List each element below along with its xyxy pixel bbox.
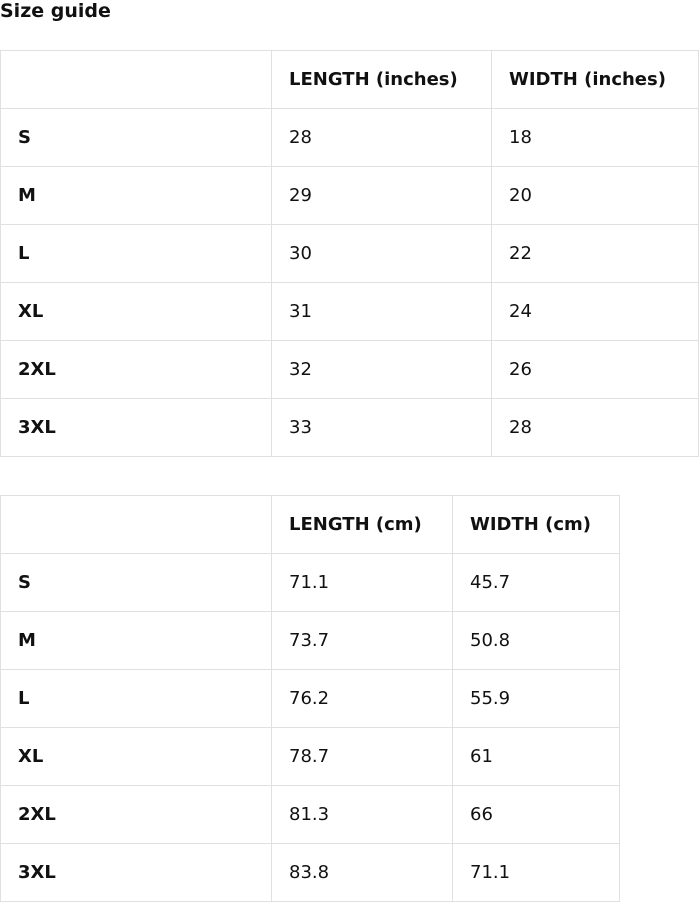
length-cell: 31 (271, 282, 492, 341)
size-table-cm: LENGTH (cm) WIDTH (cm) S 71.1 45.7 M 73.7 50.… (0, 495, 620, 902)
table-row: S 28 18 (0, 108, 699, 167)
table-row: L 30 22 (0, 224, 699, 283)
table-row: 3XL 33 28 (0, 398, 699, 457)
length-cell: 33 (271, 398, 492, 457)
table-row: M 73.7 50.8 (0, 611, 620, 670)
size-cell: M (0, 611, 272, 670)
width-cell: 55.9 (452, 669, 620, 728)
length-cell: 76.2 (271, 669, 453, 728)
width-cell: 45.7 (452, 553, 620, 612)
size-cell: S (0, 108, 272, 167)
size-cell: 3XL (0, 843, 272, 902)
size-cell: 3XL (0, 398, 272, 457)
table-row: 2XL 32 26 (0, 340, 699, 399)
width-cell: 18 (491, 108, 699, 167)
table-row: 3XL 83.8 71.1 (0, 843, 620, 902)
page-title: Size guide (0, 0, 111, 22)
size-cell: S (0, 553, 272, 612)
width-cell: 28 (491, 398, 699, 457)
header-size (0, 50, 272, 109)
length-cell: 32 (271, 340, 492, 399)
length-cell: 71.1 (271, 553, 453, 612)
table-row: S 71.1 45.7 (0, 553, 620, 612)
width-cell: 61 (452, 727, 620, 786)
length-cell: 29 (271, 166, 492, 225)
table-header-row: LENGTH (inches) WIDTH (inches) (0, 50, 699, 109)
size-cell: M (0, 166, 272, 225)
width-cell: 71.1 (452, 843, 620, 902)
length-cell: 78.7 (271, 727, 453, 786)
width-cell: 26 (491, 340, 699, 399)
table-row: M 29 20 (0, 166, 699, 225)
table-row: L 76.2 55.9 (0, 669, 620, 728)
table-row: XL 31 24 (0, 282, 699, 341)
header-length: LENGTH (inches) (271, 50, 492, 109)
length-cell: 81.3 (271, 785, 453, 844)
header-size (0, 495, 272, 554)
size-cell: 2XL (0, 340, 272, 399)
length-cell: 73.7 (271, 611, 453, 670)
size-cell: XL (0, 282, 272, 341)
size-cell: L (0, 224, 272, 283)
width-cell: 24 (491, 282, 699, 341)
size-cell: XL (0, 727, 272, 786)
width-cell: 20 (491, 166, 699, 225)
length-cell: 28 (271, 108, 492, 167)
length-cell: 83.8 (271, 843, 453, 902)
header-width: WIDTH (inches) (491, 50, 699, 109)
width-cell: 66 (452, 785, 620, 844)
size-cell: 2XL (0, 785, 272, 844)
width-cell: 22 (491, 224, 699, 283)
width-cell: 50.8 (452, 611, 620, 670)
length-cell: 30 (271, 224, 492, 283)
header-width: WIDTH (cm) (452, 495, 620, 554)
table-row: 2XL 81.3 66 (0, 785, 620, 844)
header-length: LENGTH (cm) (271, 495, 453, 554)
size-cell: L (0, 669, 272, 728)
table-row: XL 78.7 61 (0, 727, 620, 786)
size-table-inches: LENGTH (inches) WIDTH (inches) S 28 18 M 29 2… (0, 50, 699, 457)
table-header-row: LENGTH (cm) WIDTH (cm) (0, 495, 620, 554)
